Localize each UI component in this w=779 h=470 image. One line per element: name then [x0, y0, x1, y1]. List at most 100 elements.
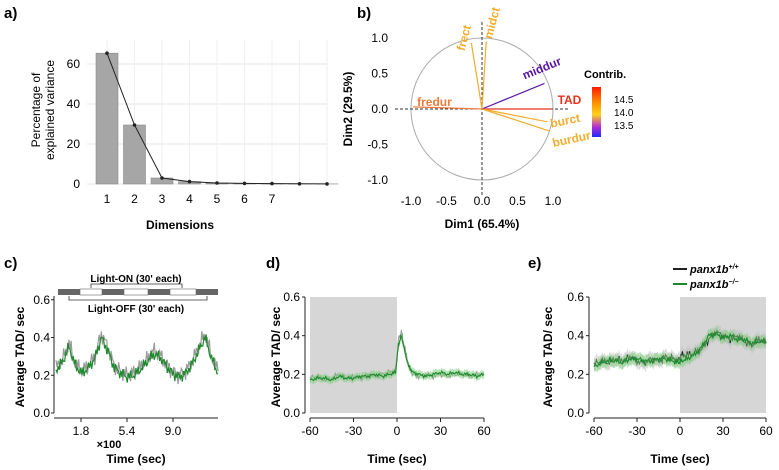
panel-label-e: e) — [528, 255, 541, 272]
vector-arrow — [470, 42, 483, 110]
panel-e: e) 0.0 0.2 0.4 0.6 -60 -30 0 30 60 panx1b+/+ pa… — [528, 255, 773, 466]
y-tick-label: 0.4 — [283, 329, 300, 343]
line-point — [160, 176, 164, 180]
x-tick-label: -30 — [345, 424, 363, 438]
light-off-bracket — [68, 296, 208, 301]
y-tick-label: -1.0 — [367, 173, 388, 187]
y-tick-label: 0.6 — [567, 290, 584, 304]
variable-label: fredur — [417, 95, 452, 109]
x-tick-label: 60 — [477, 424, 491, 438]
panel-d-dark-period-shade — [310, 297, 397, 413]
panel-d-x-ticks: -60 -30 0 30 60 — [301, 418, 491, 438]
x-tick-label: 2 — [131, 192, 138, 206]
x-tick-label: 60 — [759, 424, 773, 438]
light-schedule-segment — [79, 288, 103, 296]
y-tick-label: 0.6 — [33, 293, 50, 307]
x-tick-label: 1.0 — [545, 194, 562, 208]
panel-d-traces — [309, 329, 485, 385]
legend-label-mutant: panx1b−/− — [689, 279, 739, 291]
panel-c-x-multiplier: ×100 — [97, 439, 122, 451]
y-tick-label: 0.0 — [283, 406, 300, 420]
light-schedule-segment — [169, 288, 197, 296]
y-tick-label: 0 — [73, 177, 80, 191]
vector-arrow — [481, 41, 487, 110]
panel-c-x-ticks: 1.8 5.4 9.0 — [73, 418, 182, 438]
y-tick-label: 0.2 — [283, 367, 300, 381]
y-tick-label: 0.2 — [33, 368, 50, 382]
y-tick-label: 0.4 — [567, 329, 584, 343]
series-line — [593, 331, 767, 368]
line-point — [297, 182, 302, 186]
legend-label-wildtype: panx1b+/+ — [689, 264, 739, 276]
panel-label-d: d) — [266, 255, 280, 272]
vector-arrow — [413, 106, 483, 110]
line-point — [105, 51, 109, 55]
light-schedule-segment — [102, 289, 124, 295]
vector-arrow — [481, 108, 550, 132]
panel-c-y-ticks: 0.0 0.2 0.4 0.6 — [33, 293, 54, 420]
x-tick-label: 6 — [241, 192, 248, 206]
panel-e-traces — [593, 324, 767, 373]
x-tick-label: 30 — [716, 424, 730, 438]
panel-a-line — [105, 51, 329, 186]
panel-b-y-ticks: -1.0 -0.5 0.0 0.5 1.0 — [367, 31, 388, 187]
line-point — [132, 123, 137, 127]
panel-d-xlabel: Time (sec) — [367, 452, 426, 466]
panel-c: c) Light-ON (30' each) Light-OFF (30' ea… — [4, 255, 219, 466]
panel-e-y-ticks: 0.0 0.2 0.4 0.6 — [567, 290, 589, 420]
x-tick-label: 4 — [186, 192, 193, 206]
panel-label-a: a) — [4, 5, 17, 22]
panel-e-xlabel: Time (sec) — [650, 452, 709, 466]
y-tick-label: 0.0 — [567, 406, 584, 420]
panel-c-ylabel: Average TAD/ sec — [13, 306, 27, 407]
series-line — [55, 331, 219, 385]
line-point — [215, 181, 219, 185]
panel-b-ylabel: Dim2 (29.5%) — [341, 72, 355, 147]
legend-tick: 14.5 — [614, 95, 634, 106]
light-schedule-segment — [58, 289, 80, 295]
panel-a-xlabel: Dimensions — [146, 218, 214, 232]
x-tick-label: 3 — [159, 192, 166, 206]
series-line — [309, 333, 485, 382]
x-tick-label: 7 — [269, 192, 276, 206]
variable-label: midct — [481, 6, 503, 41]
light-off-annotation: Light-OFF (30' each) — [88, 304, 184, 315]
variable-label: TAD — [558, 93, 582, 107]
light-schedule-bar — [58, 283, 218, 301]
panel-d: d) 0.0 0.2 0.4 0.6 -60 -30 0 30 60 Time (sec) A… — [266, 255, 491, 466]
x-tick-label: 5 — [214, 192, 221, 206]
bar — [123, 124, 146, 185]
light-schedule-segment — [196, 289, 218, 295]
panel-a-x-ticks: 1 2 3 4 5 6 7 — [104, 192, 276, 206]
panel-e-ylabel: Average TAD/ sec — [541, 306, 555, 407]
light-schedule-segment — [148, 289, 170, 295]
variable-label: burdur — [551, 128, 592, 150]
y-tick-label: 0.0 — [33, 406, 50, 420]
vector-arrow — [481, 108, 548, 123]
panel-e-x-ticks: -60 -30 0 30 60 — [585, 418, 773, 438]
x-tick-label: 0 — [677, 424, 684, 438]
y-tick-label: 0.6 — [283, 290, 300, 304]
x-tick-label: 30 — [434, 424, 448, 438]
panel-a-ylabel-line2: explained variance — [43, 60, 57, 160]
panel-d-y-ticks: 0.0 0.2 0.4 0.6 — [283, 290, 305, 420]
x-tick-label: -0.5 — [436, 194, 457, 208]
contrib-color-bar — [592, 87, 601, 137]
x-tick-label: -1.0 — [401, 194, 422, 208]
x-tick-label: 1 — [104, 192, 111, 206]
x-tick-label: 0 — [394, 424, 401, 438]
x-tick-label: -60 — [301, 424, 319, 438]
panel-b-x-ticks: -1.0 -0.5 0.0 0.5 1.0 — [401, 194, 562, 208]
panel-a-plot-area — [87, 40, 327, 184]
panel-label-c: c) — [4, 255, 17, 272]
variable-label: middur — [520, 54, 563, 82]
panel-d-ylabel: Average TAD/ sec — [269, 306, 283, 407]
legend-title: Contrib. — [584, 69, 626, 81]
y-tick-label: 1.0 — [371, 31, 388, 45]
panel-c-traces — [55, 331, 219, 385]
x-tick-label: 5.4 — [119, 424, 136, 438]
y-tick-label: -0.5 — [367, 138, 388, 152]
